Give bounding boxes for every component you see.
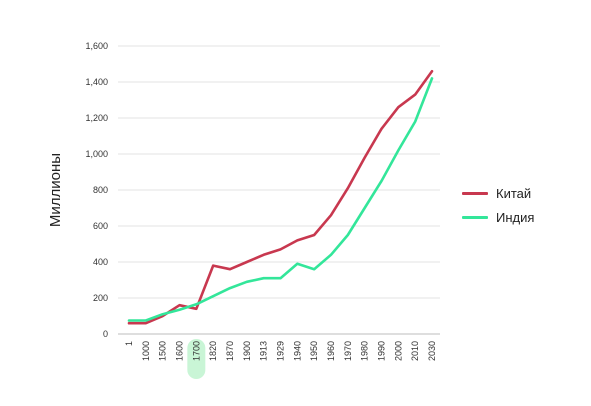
x-tick-label: 1970: [343, 341, 353, 361]
y-tick-label: 1,000: [85, 149, 108, 159]
y-tick-label: 200: [93, 293, 108, 303]
x-tick-label: 1950: [309, 341, 319, 361]
y-tick-label: 1,200: [85, 113, 108, 123]
x-tick-label: 1990: [377, 341, 387, 361]
series-line-1: [127, 77, 434, 322]
x-tick-label: 2030: [427, 341, 437, 361]
x-axis-ticks: 1 1000 1500 1600 1700 1820 1870 1900 1913 1929 194…: [124, 341, 437, 361]
x-tick-label: 1000: [141, 341, 151, 361]
x-tick-label: 1900: [242, 341, 252, 361]
y-axis-label: Миллионы: [47, 153, 64, 227]
highlight-layer: [187, 339, 206, 379]
x-tick-label: 1940: [292, 341, 302, 361]
x-tick-label: 1870: [225, 341, 235, 361]
x-tick-label: 1: [124, 341, 134, 346]
y-tick-label: 1,400: [85, 77, 108, 87]
series-line-0: [127, 69, 434, 325]
highlight-pill: [187, 339, 206, 379]
series-lines: [127, 69, 434, 325]
legend-label-china: Китай: [496, 185, 532, 201]
x-tick-label: 1820: [208, 341, 218, 361]
x-tick-label: 1600: [175, 341, 185, 361]
grid-lines: [118, 45, 440, 335]
y-axis-ticks: 0 200 400 600 800 1,000 1,200 1,400 1,600: [85, 41, 108, 339]
x-tick-label: 1980: [360, 341, 370, 361]
legend-label-india: Индия: [496, 209, 535, 225]
legend-swatch-india: [462, 215, 488, 219]
legend: Китай Индия: [462, 181, 534, 229]
x-tick-label: 1929: [276, 341, 286, 361]
y-tick-label: 400: [93, 257, 108, 267]
x-tick-label: 1700: [191, 341, 201, 361]
y-tick-label: 1,600: [85, 41, 108, 51]
legend-swatch-china: [462, 191, 488, 195]
legend-item-india: Индия: [462, 205, 534, 229]
x-tick-label: 1913: [259, 341, 269, 361]
x-tick-label: 2000: [393, 341, 403, 361]
legend-item-china: Китай: [462, 181, 534, 205]
y-tick-label: 0: [103, 329, 108, 339]
x-tick-label: 1960: [326, 341, 336, 361]
y-tick-label: 600: [93, 221, 108, 231]
y-tick-label: 800: [93, 185, 108, 195]
x-tick-label: 2010: [410, 341, 420, 361]
x-tick-label: 1500: [158, 341, 168, 361]
